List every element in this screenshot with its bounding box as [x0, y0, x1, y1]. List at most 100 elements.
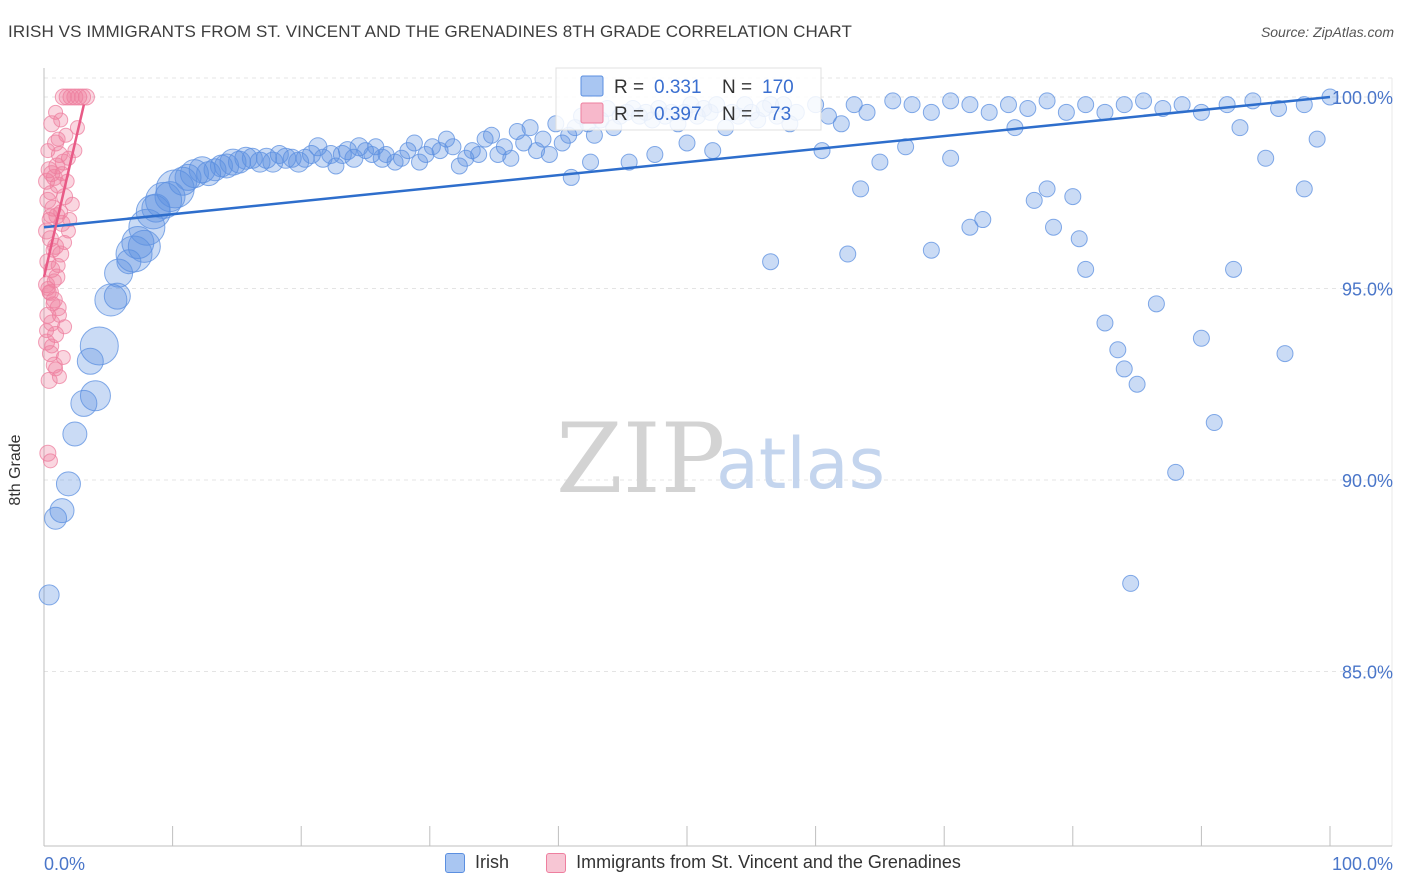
irish-point	[1276, 345, 1294, 363]
svg-point	[43, 314, 61, 332]
irish-point	[127, 229, 161, 263]
stats-r-label-irish: R =	[614, 77, 644, 98]
irish-point	[961, 218, 979, 236]
irish-point	[961, 96, 979, 114]
irish-point	[1038, 92, 1056, 110]
irish-point	[1096, 103, 1114, 121]
y-tick-label: 85.0%	[1342, 663, 1393, 683]
irish-point	[79, 380, 111, 412]
svg-point	[45, 356, 63, 374]
irish-point	[301, 144, 321, 164]
stats-r-value-svg: 0.397	[654, 104, 702, 125]
legend-item-svg[interactable]: Immigrants from St. Vincent and the Gren…	[546, 852, 961, 873]
irish-point	[562, 168, 580, 186]
y-tick-label: 100.0%	[1332, 88, 1393, 108]
y-tick-label: 90.0%	[1342, 471, 1393, 491]
stats-n-label-irish: N =	[722, 77, 752, 98]
irish-point	[38, 584, 60, 606]
irish-point	[483, 126, 501, 144]
irish-point	[337, 141, 357, 161]
irish-point	[1064, 188, 1082, 206]
irish-point	[327, 157, 345, 175]
trend-lines	[42, 95, 1331, 278]
irish-point	[839, 245, 857, 263]
irish-point	[262, 151, 284, 173]
legend-label-svg: Immigrants from St. Vincent and the Gren…	[576, 852, 961, 872]
svg-point	[57, 235, 73, 251]
svg-points	[38, 88, 95, 469]
irish-point	[903, 96, 921, 114]
irish-point	[1257, 149, 1275, 167]
irish-point	[1070, 230, 1088, 248]
legend-label-irish: Irish	[475, 852, 510, 872]
irish-point	[249, 151, 271, 173]
irish-point	[813, 142, 831, 160]
irish-point	[1019, 99, 1037, 117]
y-tick-label: 95.0%	[1342, 280, 1393, 300]
irish-point	[1135, 92, 1153, 110]
irish-point	[1057, 103, 1075, 121]
svg-point	[58, 127, 74, 143]
irish-point	[444, 138, 462, 156]
svg-point	[51, 307, 67, 323]
irish-point	[269, 144, 289, 164]
x-tick-label: 0.0%	[44, 854, 85, 874]
trend-line-svg	[42, 104, 86, 278]
irish-point	[1192, 329, 1210, 347]
irish-point	[1295, 180, 1313, 198]
svg-point	[42, 453, 58, 469]
svg-point	[48, 361, 64, 377]
irish-point	[55, 471, 81, 497]
svg-point	[45, 296, 61, 312]
irish-point	[620, 153, 638, 171]
stats-n-value-svg: 73	[770, 104, 791, 125]
irish-point	[1077, 96, 1095, 114]
trend-line-irish	[43, 95, 1331, 229]
svg-point	[64, 196, 80, 212]
legend-swatch-irish	[445, 852, 466, 873]
svg-point	[77, 88, 95, 106]
x-tick-label: 100.0%	[1332, 854, 1393, 874]
irish-point	[79, 326, 119, 366]
irish-point	[534, 130, 552, 148]
irish-point	[94, 283, 128, 317]
svg-point	[50, 131, 66, 147]
irish-point	[470, 145, 488, 163]
irish-point	[49, 498, 75, 524]
irish-point	[255, 147, 277, 169]
svg-point	[40, 143, 56, 159]
irish-point	[405, 134, 423, 152]
irish-point	[1096, 314, 1114, 332]
irish-point	[1077, 260, 1095, 278]
irish-point	[1231, 119, 1249, 137]
irish-point	[174, 163, 202, 191]
irish-point	[332, 144, 352, 164]
irish-point	[1115, 96, 1133, 114]
irish-point	[1167, 463, 1185, 481]
chart-legend: Irish Immigrants from St. Vincent and th…	[0, 852, 1406, 878]
irish-point	[1025, 191, 1043, 209]
tick-labels: 100.0% 95.0% 90.0% 85.0% 0.0% 100.0%	[44, 88, 1393, 874]
irish-point	[1270, 99, 1288, 117]
irish-point	[1147, 295, 1165, 313]
legend-item-irish[interactable]: Irish	[445, 852, 509, 873]
irish-point	[1192, 103, 1210, 121]
irish-point	[363, 145, 381, 163]
stats-n-value-irish: 170	[762, 77, 794, 98]
irish-point	[502, 149, 520, 167]
svg-point	[48, 157, 66, 175]
chart-title: IRISH VS IMMIGRANTS FROM ST. VINCENT AND…	[8, 22, 852, 41]
irish-point	[974, 211, 992, 229]
irish-point	[62, 421, 88, 447]
irish-point	[1218, 96, 1236, 114]
irish-point	[871, 153, 889, 171]
svg-point	[48, 104, 64, 120]
irish-point	[103, 282, 131, 310]
irish-point	[704, 142, 722, 160]
irish-point	[942, 92, 960, 110]
svg-point	[42, 185, 58, 201]
source-credit: Source: ZipAtlas.com	[1260, 24, 1394, 40]
irish-point	[678, 134, 696, 152]
svg-point	[38, 276, 56, 294]
